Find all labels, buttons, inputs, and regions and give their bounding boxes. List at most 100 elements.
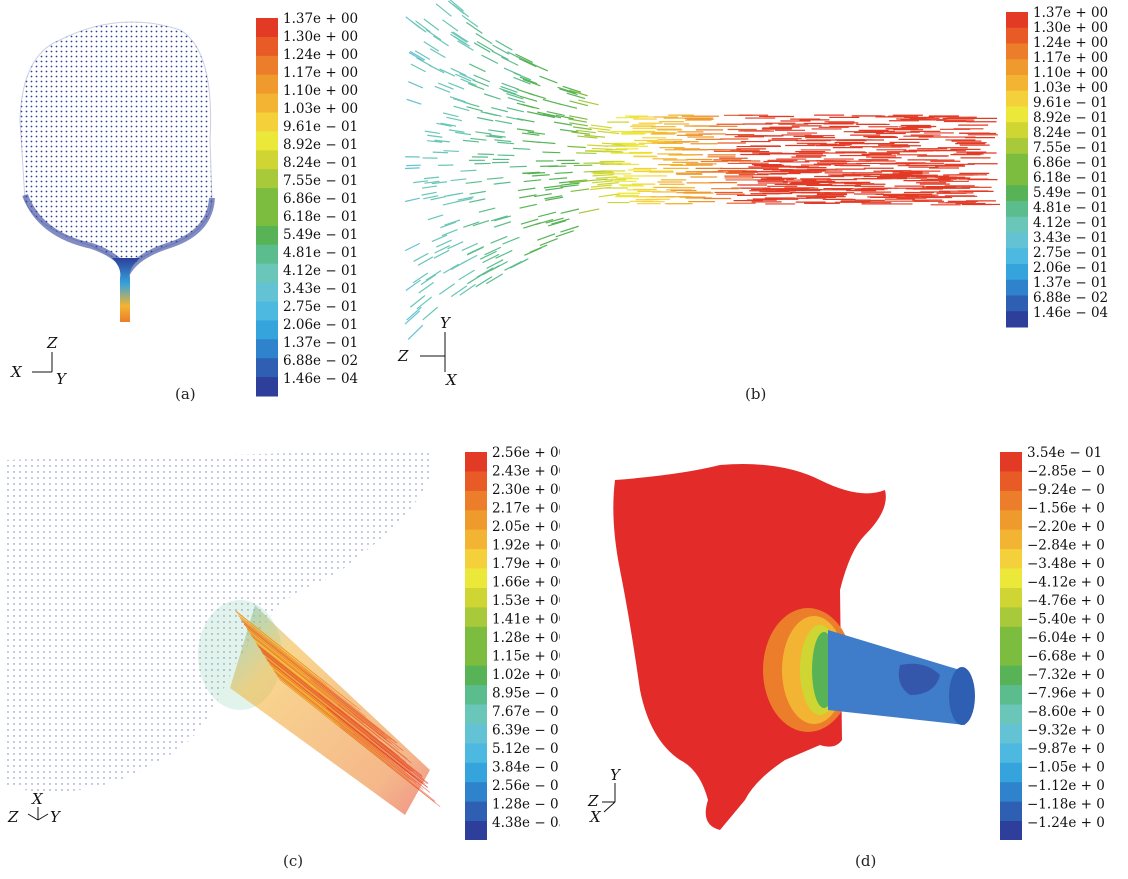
colorbar-swatch — [1006, 279, 1028, 296]
colorbar-swatch — [256, 358, 278, 378]
velocity-vector — [469, 63, 486, 73]
velocity-vector — [422, 306, 439, 321]
colorbar-label: 1.03e + 00 — [283, 101, 358, 117]
tube-vector — [266, 659, 428, 788]
velocity-vector — [590, 124, 612, 129]
velocity-vector — [591, 171, 613, 174]
velocity-vector — [447, 192, 464, 197]
colorbar-swatch — [256, 225, 278, 246]
panel-d: Y Z X 3.54e − 01 −2.85e − 0 −9.24e − 0 −1.5… — [580, 440, 1128, 841]
colorbar-swatch — [1000, 685, 1022, 706]
velocity-vector — [530, 62, 549, 72]
tube-vector — [247, 628, 388, 741]
tube-vector — [252, 636, 370, 730]
velocity-vector — [494, 139, 512, 143]
velocity-vector — [423, 195, 439, 200]
colorbar-label: 1.37e + 00 — [283, 11, 358, 27]
velocity-vector — [568, 118, 587, 123]
colorbar-label: −2.84e + 0 — [1027, 538, 1105, 554]
colorbar-label: 8.24e − 01 — [283, 155, 358, 171]
colorbar-swatch — [1000, 549, 1022, 570]
velocity-vector — [485, 273, 504, 285]
colorbar-label: −1.12e + 0 — [1027, 778, 1105, 794]
colorbar-swatch — [1006, 295, 1028, 312]
tube-vector — [259, 648, 415, 772]
colorbar-swatch — [465, 510, 487, 531]
velocity-vector — [480, 111, 498, 117]
velocity-vector — [409, 295, 426, 308]
velocity-vector — [455, 73, 472, 82]
velocity-vector — [436, 239, 452, 248]
velocity-vector — [466, 246, 484, 256]
colorbar-swatch — [1000, 646, 1022, 667]
velocity-vector — [551, 218, 570, 225]
velocity-vector — [517, 187, 536, 192]
colorbar-swatch — [1006, 264, 1028, 281]
velocity-vector — [413, 252, 429, 262]
velocity-vector — [442, 19, 459, 32]
velocity-vector — [588, 149, 610, 152]
axis-label-a-right: Y — [56, 370, 68, 388]
velocity-vector — [466, 106, 483, 112]
colorbar-swatch — [256, 207, 278, 227]
velocity-vector — [472, 79, 489, 87]
colorbar-swatch — [1000, 665, 1022, 686]
colorbar-label: 1.28e + 00 — [492, 630, 560, 646]
colorbar-label: 7.55e − 01 — [283, 173, 358, 189]
velocity-vector — [513, 147, 531, 150]
tube-vector — [248, 630, 310, 680]
velocity-vector — [559, 128, 579, 133]
panel-a: Z X Y 1.37e + 00 1.30e + 00 1.24e + 00 1.17… — [0, 0, 360, 400]
colorbar-label: 1.92e + 00 — [492, 538, 560, 554]
velocity-vector — [537, 233, 556, 241]
colorbar-swatch — [1006, 216, 1028, 233]
tube-vector — [272, 668, 386, 759]
velocity-vector — [408, 81, 424, 89]
tube-vector — [258, 645, 413, 769]
tube-vector — [255, 641, 316, 690]
velocity-vector — [463, 139, 480, 143]
velocity-vector — [545, 187, 564, 191]
velocity-vector — [569, 122, 588, 127]
velocity-vector — [412, 272, 429, 284]
velocity-vector — [404, 310, 421, 325]
colorbar-label: 8.24e − 01 — [1033, 125, 1108, 141]
colorbar-label: 6.86e − 01 — [283, 191, 358, 207]
colorbar-swatch — [256, 93, 278, 113]
velocity-vector — [420, 274, 437, 286]
colorbar-label: 4.12e − 01 — [1033, 215, 1108, 231]
outlet-tube-end — [949, 667, 975, 725]
colorbar-label: 1.46e − 04 — [283, 371, 358, 387]
colorbar-label: 2.75e − 01 — [283, 299, 358, 315]
velocity-vector — [486, 177, 504, 180]
colorbar-label: 3.43e − 01 — [283, 281, 358, 297]
velocity-vector — [493, 181, 511, 185]
colorbar-swatch — [1000, 490, 1022, 511]
colorbar-label: 1.28e − 01 — [492, 797, 560, 813]
velocity-vector — [502, 236, 520, 245]
velocity-vector — [441, 229, 458, 237]
velocity-vector — [527, 172, 546, 175]
colorbar-swatch — [1006, 75, 1028, 92]
velocity-vector — [577, 135, 598, 139]
axis-label-c-left: Z — [7, 808, 19, 826]
velocity-vector — [561, 182, 580, 186]
velocity-vector — [447, 241, 464, 250]
velocity-vector — [427, 140, 443, 143]
velocity-vector — [428, 64, 445, 74]
axis-triad-b: Y Z X — [397, 314, 458, 389]
velocity-vector — [424, 130, 440, 135]
colorbar-label: 1.30e + 00 — [1033, 20, 1108, 36]
velocity-vector — [465, 21, 483, 34]
velocity-vector — [453, 35, 470, 47]
colorbar-label: −4.12e + 0 — [1027, 575, 1105, 591]
velocity-vector — [560, 184, 579, 188]
colorbar-swatch — [1000, 626, 1022, 647]
velocity-vector — [491, 106, 508, 113]
tube-vector — [267, 660, 328, 709]
velocity-vector — [506, 116, 524, 121]
colorbar-swatch — [465, 723, 487, 744]
tube-vector — [261, 651, 381, 747]
velocity-vector — [415, 20, 431, 33]
velocity-vector — [586, 178, 608, 182]
